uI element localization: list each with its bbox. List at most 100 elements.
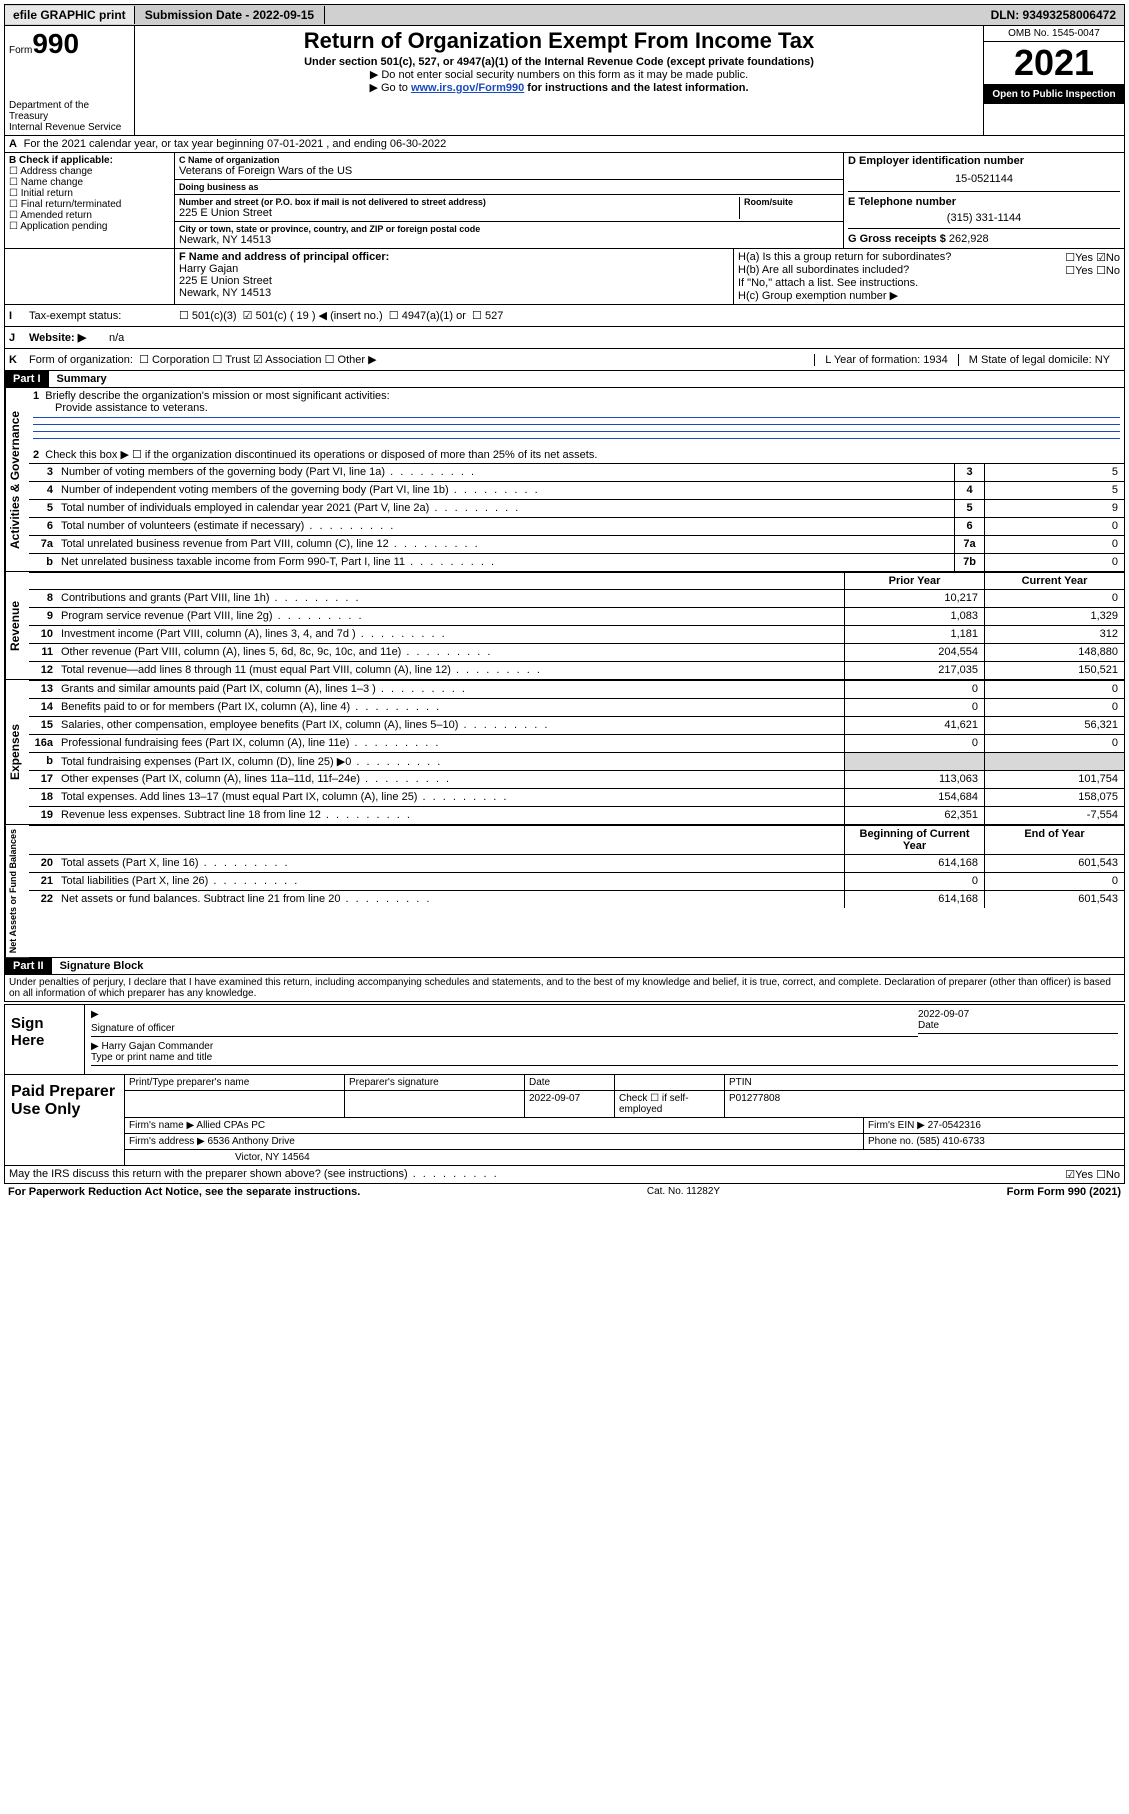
form-title-box: Return of Organization Exempt From Incom… <box>135 26 984 135</box>
omb-number: OMB No. 1545-0047 <box>984 26 1124 42</box>
dept-treasury: Department of the Treasury <box>9 100 130 122</box>
table-row: 9Program service revenue (Part VIII, lin… <box>29 607 1124 625</box>
chk-other[interactable]: Other ▶ <box>325 353 377 366</box>
firm-phone: (585) 410-6733 <box>916 1136 984 1147</box>
chk-trust[interactable]: Trust <box>213 353 250 366</box>
submission-date[interactable]: Submission Date - 2022-09-15 <box>135 6 325 24</box>
table-row: 13Grants and similar amounts paid (Part … <box>29 680 1124 698</box>
sign-date: 2022-09-07 <box>918 1009 1118 1020</box>
chk-4947[interactable]: 4947(a)(1) or <box>389 309 466 322</box>
row-i: I Tax-exempt status: 501(c)(3) 501(c) ( … <box>4 305 1125 327</box>
form-header: Form990 Department of the Treasury Inter… <box>4 26 1125 136</box>
form-number-box: Form990 Department of the Treasury Inter… <box>5 26 135 135</box>
table-row: 3Number of voting members of the governi… <box>29 463 1124 481</box>
chk-association[interactable]: Association <box>253 353 322 366</box>
form-word: Form <box>9 45 32 56</box>
perjury-declaration: Under penalties of perjury, I declare th… <box>4 975 1125 1002</box>
table-row: 7aTotal unrelated business revenue from … <box>29 535 1124 553</box>
subordinates-yesno[interactable]: ☐Yes ☐No <box>1065 264 1120 277</box>
firm-name: Allied CPAs PC <box>196 1120 265 1131</box>
page-footer: For Paperwork Reduction Act Notice, see … <box>4 1184 1125 1200</box>
table-row: 16aProfessional fundraising fees (Part I… <box>29 734 1124 752</box>
signature-block: Sign Here ▶ Signature of officer 2022-09… <box>4 1004 1125 1166</box>
irs-link[interactable]: www.irs.gov/Form990 <box>411 82 524 94</box>
subtitle-1: Under section 501(c), 527, or 4947(a)(1)… <box>141 56 977 68</box>
table-row: 11Other revenue (Part VIII, column (A), … <box>29 643 1124 661</box>
street-address: 225 E Union Street <box>179 207 739 219</box>
chk-501c[interactable]: 501(c) ( 19 ) ◀ (insert no.) <box>243 309 383 322</box>
col-b: B Check if applicable: Address change Na… <box>5 153 175 248</box>
prep-date: 2022-09-07 <box>525 1091 615 1117</box>
chk-final-return[interactable]: Final return/terminated <box>9 199 170 210</box>
part2-header: Part II Signature Block <box>4 958 1125 975</box>
part1-header: Part I Summary <box>4 371 1125 388</box>
dba-block: Doing business as <box>175 180 843 195</box>
table-row: 22Net assets or fund balances. Subtract … <box>29 890 1124 908</box>
officer-name: Harry Gajan <box>179 263 729 275</box>
row-a: A For the 2021 calendar year, or tax yea… <box>4 136 1125 153</box>
firm-ein: 27-0542316 <box>928 1120 981 1131</box>
paid-preparer-label: Paid Preparer Use Only <box>5 1075 125 1165</box>
discuss-yesno[interactable]: ☑Yes ☐No <box>1065 1168 1120 1181</box>
sign-here-label: Sign Here <box>5 1005 85 1074</box>
chk-initial-return[interactable]: Initial return <box>9 188 170 199</box>
chk-amended[interactable]: Amended return <box>9 210 170 221</box>
city-state-zip: Newark, NY 14513 <box>179 234 839 246</box>
expenses-section: Expenses 13Grants and similar amounts pa… <box>4 680 1125 825</box>
col-d: D Employer identification number 15-0521… <box>844 153 1124 248</box>
table-row: 20Total assets (Part X, line 16)614,1686… <box>29 854 1124 872</box>
preparer-block: Paid Preparer Use Only Print/Type prepar… <box>5 1074 1124 1165</box>
efile-label[interactable]: efile GRAPHIC print <box>5 6 135 24</box>
year-box: OMB No. 1545-0047 2021 Open to Public In… <box>984 26 1124 135</box>
group-return-yesno[interactable]: ☐Yes ☑No <box>1065 251 1120 264</box>
table-row: 12Total revenue—add lines 8 through 11 (… <box>29 661 1124 679</box>
form-title: Return of Organization Exempt From Incom… <box>141 28 977 54</box>
table-row: 10Investment income (Part VIII, column (… <box>29 625 1124 643</box>
org-name: Veterans of Foreign Wars of the US <box>179 165 839 177</box>
gross-receipts: 262,928 <box>949 233 989 245</box>
ein-value: 15-0521144 <box>848 167 1120 191</box>
firm-address: 6536 Anthony Drive <box>208 1136 295 1147</box>
ptin-value: P01277808 <box>725 1091 1124 1117</box>
table-row: 8Contributions and grants (Part VIII, li… <box>29 589 1124 607</box>
netassets-tab: Net Assets or Fund Balances <box>5 825 29 957</box>
tax-year: 2021 <box>984 42 1124 85</box>
row-fh: F Name and address of principal officer:… <box>4 249 1125 305</box>
state-domicile: M State of legal domicile: NY <box>958 354 1120 366</box>
section-bcd: B Check if applicable: Address change Na… <box>4 153 1125 249</box>
governance-section: Activities & Governance 1 Briefly descri… <box>4 388 1125 572</box>
governance-tab: Activities & Governance <box>5 388 29 571</box>
expenses-tab: Expenses <box>5 680 29 824</box>
subtitle-2: Do not enter social security numbers on … <box>141 68 977 81</box>
table-row: bNet unrelated business taxable income f… <box>29 553 1124 571</box>
table-row: 18Total expenses. Add lines 13–17 (must … <box>29 788 1124 806</box>
subtitle-3: Go to www.irs.gov/Form990 for instructio… <box>141 81 977 94</box>
officer-sign-name: Harry Gajan Commander <box>101 1041 213 1052</box>
org-name-block: C Name of organization Veterans of Forei… <box>175 153 843 180</box>
netassets-section: Net Assets or Fund Balances Beginning of… <box>4 825 1125 958</box>
open-inspection: Open to Public Inspection <box>984 85 1124 104</box>
city-block: City or town, state or province, country… <box>175 222 843 248</box>
chk-corporation[interactable]: Corporation <box>139 353 209 366</box>
dln-label: DLN: 93493258006472 <box>983 6 1124 24</box>
chk-527[interactable]: 527 <box>472 309 503 322</box>
table-row: bTotal fundraising expenses (Part IX, co… <box>29 752 1124 770</box>
phone-value: (315) 331-1144 <box>848 208 1120 228</box>
chk-application-pending[interactable]: Application pending <box>9 221 170 232</box>
year-formation: L Year of formation: 1934 <box>814 354 958 366</box>
chk-address-change[interactable]: Address change <box>9 166 170 177</box>
table-row: 21Total liabilities (Part X, line 26)00 <box>29 872 1124 890</box>
chk-501c3[interactable]: 501(c)(3) <box>179 309 237 322</box>
row-j: J Website: ▶ n/a <box>4 327 1125 349</box>
discuss-row: May the IRS discuss this return with the… <box>4 1166 1125 1184</box>
self-employed-chk[interactable]: Check ☐ if self-employed <box>615 1091 725 1117</box>
form-number: 990 <box>32 28 79 59</box>
table-row: 19Revenue less expenses. Subtract line 1… <box>29 806 1124 824</box>
irs-label: Internal Revenue Service <box>9 122 130 133</box>
table-row: 14Benefits paid to or for members (Part … <box>29 698 1124 716</box>
top-toolbar: efile GRAPHIC print Submission Date - 20… <box>4 4 1125 26</box>
revenue-section: Revenue Prior YearCurrent Year 8Contribu… <box>4 572 1125 680</box>
chk-name-change[interactable]: Name change <box>9 177 170 188</box>
table-row: 17Other expenses (Part IX, column (A), l… <box>29 770 1124 788</box>
address-block: Number and street (or P.O. box if mail i… <box>175 195 843 222</box>
